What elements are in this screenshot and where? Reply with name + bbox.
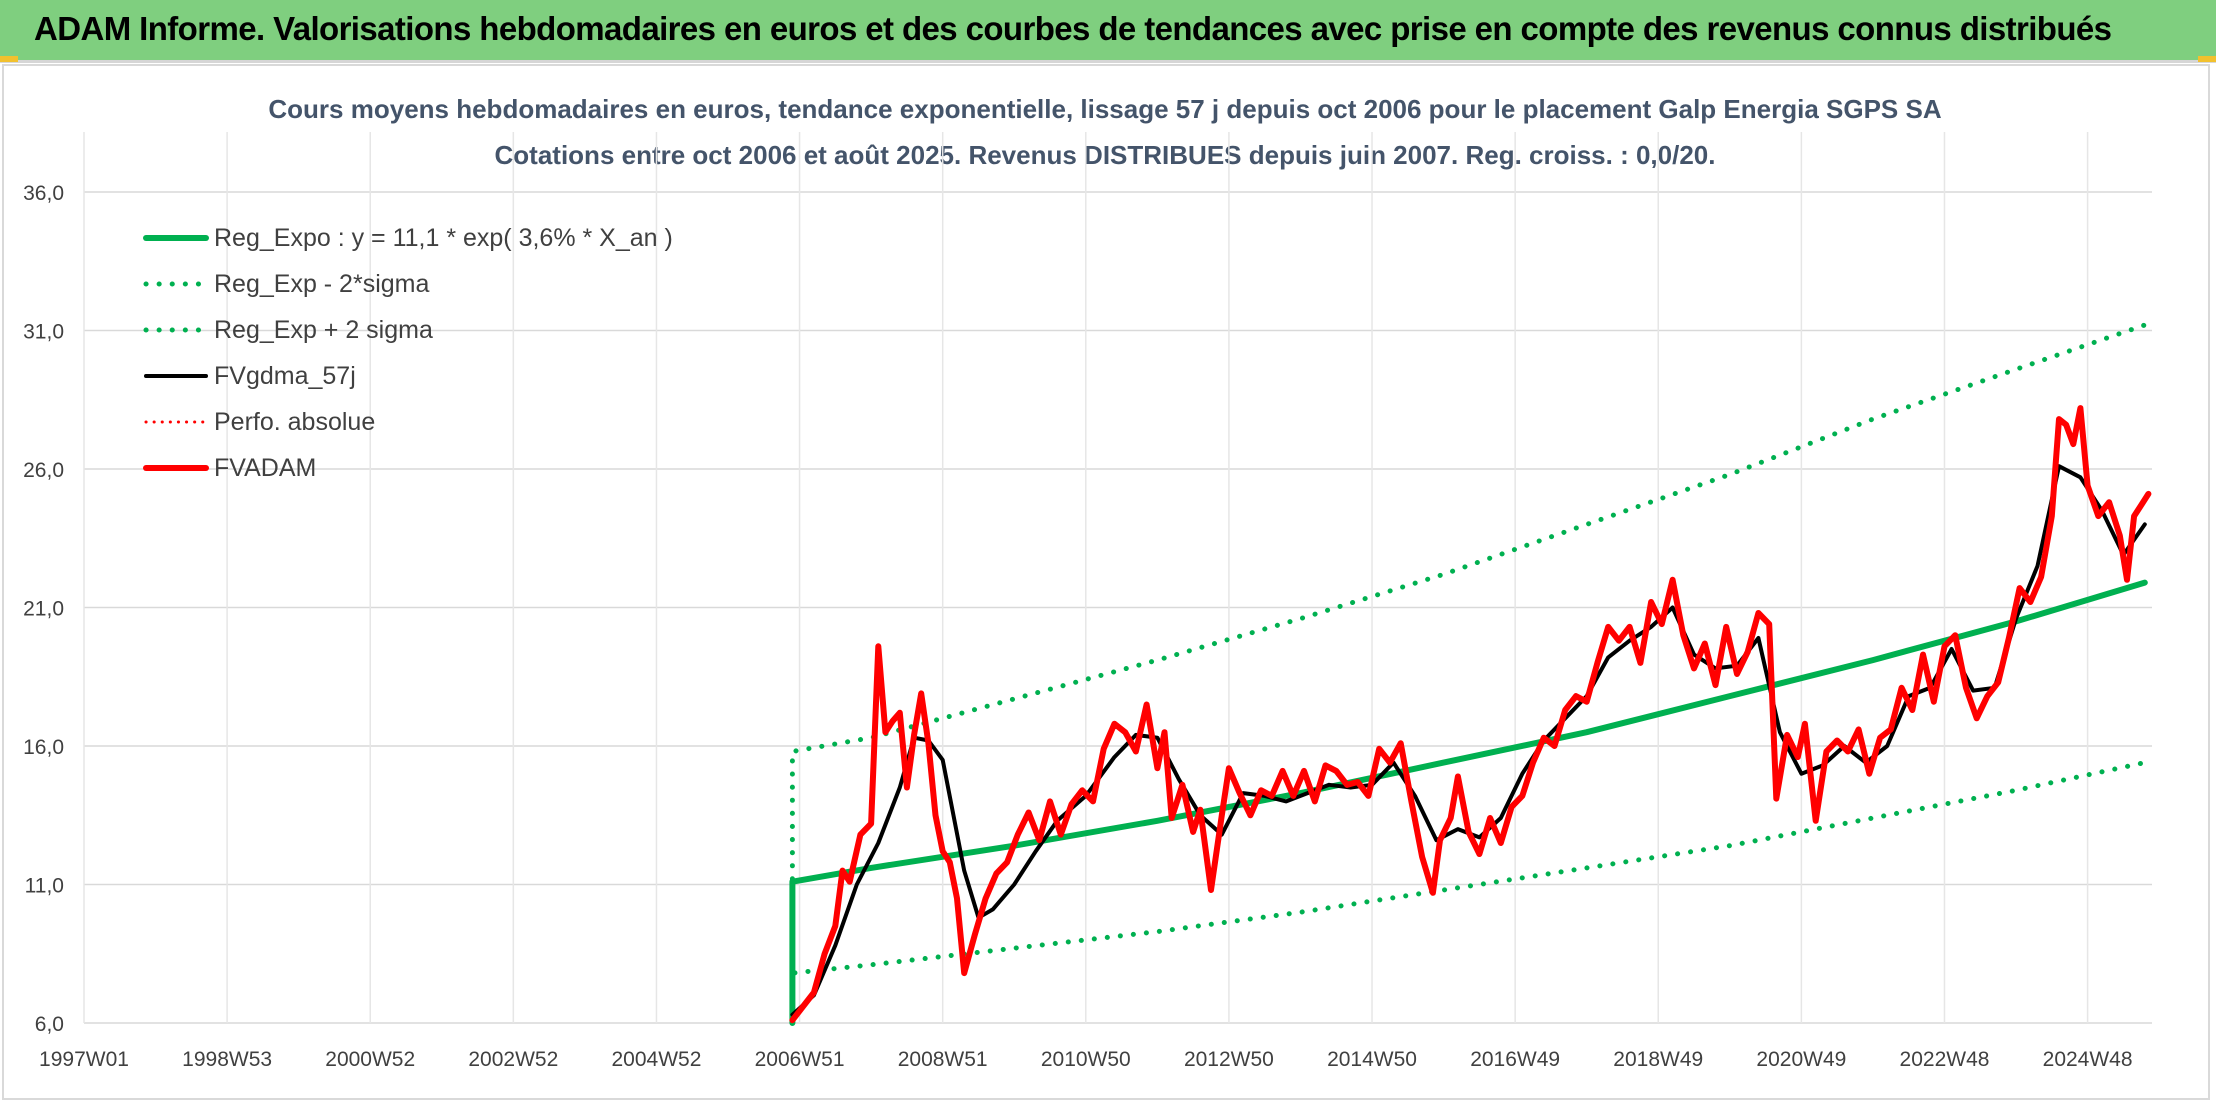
x-tick-label: 2010W50 — [1041, 1048, 1131, 1071]
legend-label: Reg_Expo : y = 11,1 * exp( 3,6% * X_an ) — [214, 224, 673, 252]
report-title: ADAM Informe. Valorisations hebdomadaire… — [34, 10, 2112, 47]
chart-frame — [2, 64, 2210, 1100]
y-axis-tick-labels: 6,0 11,0 16,0 21,0 26,0 31,0 36,0 — [23, 182, 64, 1036]
x-tick-label: 2006W51 — [755, 1048, 845, 1071]
header-corner-marker-right — [2198, 56, 2216, 62]
legend-label: FVADAM — [214, 454, 316, 482]
y-tick-label: 36,0 — [23, 182, 64, 205]
y-tick-label: 16,0 — [23, 736, 64, 759]
series-line-6 — [789, 405, 2152, 1024]
x-tick-label: 1998W53 — [182, 1048, 272, 1071]
legend-label: Reg_Exp - 2*sigma — [214, 270, 429, 298]
y-tick-label: 31,0 — [23, 321, 64, 344]
x-tick-label: 2008W51 — [898, 1048, 988, 1071]
x-axis-tick-labels: 1997W01 1998W53 2000W52 2002W52 2004W52 2006W… — [39, 1048, 2133, 1071]
legend: Reg_Expo : y = 11,1 * exp( 3,6% * X_an )… — [143, 224, 673, 482]
x-tick-label: 2018W49 — [1613, 1048, 1703, 1071]
x-tick-label: 2004W52 — [612, 1048, 702, 1071]
y-tick-label: 26,0 — [23, 459, 64, 482]
x-tick-label: 2002W52 — [468, 1048, 558, 1071]
header-corner-marker-left — [0, 56, 18, 62]
x-tick-label: 2012W50 — [1184, 1048, 1274, 1071]
chart-subtitle: Cotations entre oct 2006 et août 2025. R… — [495, 140, 1716, 170]
legend-label: FVgdma_57j — [214, 362, 356, 390]
gridlines — [83, 132, 2152, 1024]
series-line-4 — [790, 464, 2147, 1017]
y-tick-label: 21,0 — [23, 598, 64, 621]
x-tick-label: 2000W52 — [325, 1048, 415, 1071]
x-tick-label: 2022W48 — [1900, 1048, 1990, 1071]
legend-label: Perfo. absolue — [214, 408, 375, 436]
x-tick-label: 2016W49 — [1470, 1048, 1560, 1071]
y-tick-label: 11,0 — [25, 875, 64, 898]
chart-title: Cours moyens hebdomadaires en euros, ten… — [268, 94, 1941, 124]
series-line-3 — [789, 322, 2148, 1026]
series-line-2 — [789, 760, 2148, 1026]
x-tick-label: 1997W01 — [39, 1048, 129, 1071]
x-tick-label: 2024W48 — [2043, 1048, 2133, 1071]
series-lines — [789, 322, 2152, 1026]
legend-label: Reg_Exp + 2 sigma — [214, 316, 433, 344]
x-tick-label: 2014W50 — [1327, 1048, 1417, 1071]
y-tick-label: 6,0 — [35, 1013, 64, 1036]
report-header: ADAM Informe. Valorisations hebdomadaire… — [0, 0, 2216, 63]
x-tick-label: 2020W49 — [1756, 1048, 1846, 1071]
